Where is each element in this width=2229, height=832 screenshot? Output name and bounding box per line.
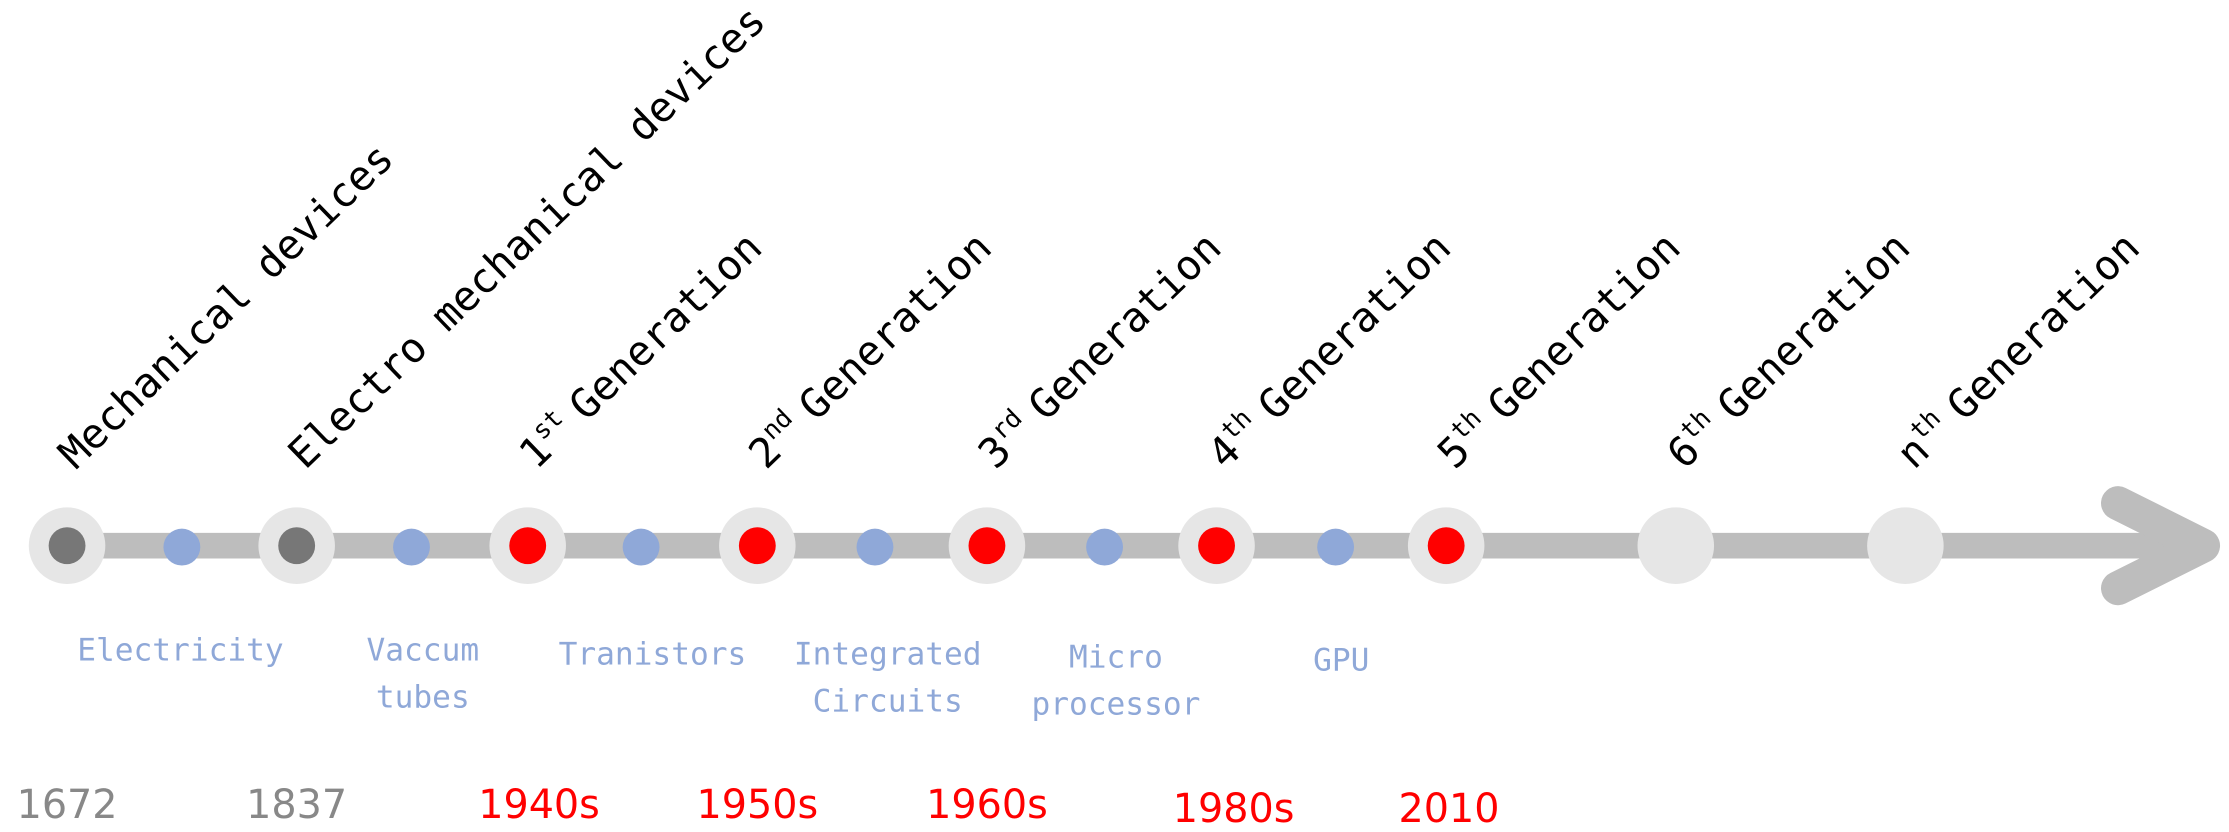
generation-label: Electro mechanical devices	[279, 0, 775, 478]
generation-node	[1637, 507, 1715, 584]
generation-label: 3rdGeneration	[968, 222, 1231, 478]
generation-dot	[1198, 527, 1235, 565]
generation-dot	[1427, 527, 1465, 565]
generation-label: 5thGeneration	[1427, 222, 1690, 478]
year-label: 1940s	[478, 782, 600, 828]
technology-dot	[163, 528, 201, 566]
generation-dot	[278, 527, 316, 565]
generation-text: Generation	[1938, 223, 2149, 429]
technology-label: Integrated	[794, 637, 982, 673]
year-label: 1672	[17, 782, 118, 828]
technology-label: tubes	[376, 679, 470, 715]
technology-label: Circuits	[813, 684, 963, 720]
generation-dot	[968, 527, 1006, 565]
technology-dot	[622, 528, 660, 566]
generation-text: Generation	[560, 223, 771, 429]
generation-text: Generation	[1708, 223, 1919, 429]
generation-label: nthGeneration	[1886, 222, 2149, 478]
generation-label: 2ndGeneration	[738, 222, 1001, 478]
generation-text: Generation	[1478, 223, 1689, 429]
generation-label: 1stGeneration	[508, 222, 771, 478]
year-label: 2010	[1399, 786, 1500, 832]
generation-dot	[509, 527, 547, 565]
year-label: 1960s	[926, 782, 1048, 828]
technology-label: Micro	[1069, 640, 1163, 676]
generation-dot	[48, 527, 86, 565]
generation-label: 6thGeneration	[1656, 222, 1919, 478]
generation-text: Electro mechanical devices	[279, 0, 775, 478]
timeline-arrowhead	[2100, 486, 2221, 606]
generation-text: Generation	[1249, 223, 1460, 429]
technology-label: Electricity	[77, 632, 283, 668]
technology-dot	[1086, 528, 1124, 566]
year-label: 1950s	[697, 782, 819, 828]
generation-text: Generation	[790, 223, 1001, 429]
technology-label: GPU	[1313, 642, 1369, 678]
technology-label: Tranistors	[559, 637, 747, 673]
generation-text: Generation	[1019, 223, 1230, 429]
technology-dot	[856, 528, 894, 566]
technology-dot	[1317, 528, 1355, 566]
generation-label: 4thGeneration	[1197, 222, 1460, 478]
generation-node	[1867, 507, 1944, 584]
technology-dot	[393, 528, 430, 566]
year-label: 1980s	[1173, 786, 1295, 832]
technology-label: processor	[1031, 686, 1200, 722]
year-label: 1837	[246, 782, 347, 828]
generation-dot	[738, 527, 776, 565]
technology-label: Vaccum	[367, 632, 480, 668]
